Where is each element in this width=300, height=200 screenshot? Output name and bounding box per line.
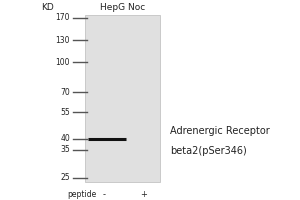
Text: 170: 170 [56,14,70,22]
Text: 130: 130 [56,36,70,45]
Text: 100: 100 [56,58,70,67]
Text: 70: 70 [60,88,70,97]
Text: peptide: peptide [67,190,96,199]
Text: 25: 25 [60,173,70,182]
Text: +: + [140,190,147,199]
Text: Adrenergic Receptor: Adrenergic Receptor [170,126,270,136]
Bar [85,15,160,182]
Text: 40: 40 [60,134,70,143]
Text: beta2(pSer346): beta2(pSer346) [170,146,247,156]
Text: 55: 55 [60,108,70,117]
Text: HepG Noc: HepG Noc [100,3,145,12]
Text: -: - [102,190,105,199]
Text: KD: KD [40,3,53,12]
Text: 35: 35 [60,145,70,154]
